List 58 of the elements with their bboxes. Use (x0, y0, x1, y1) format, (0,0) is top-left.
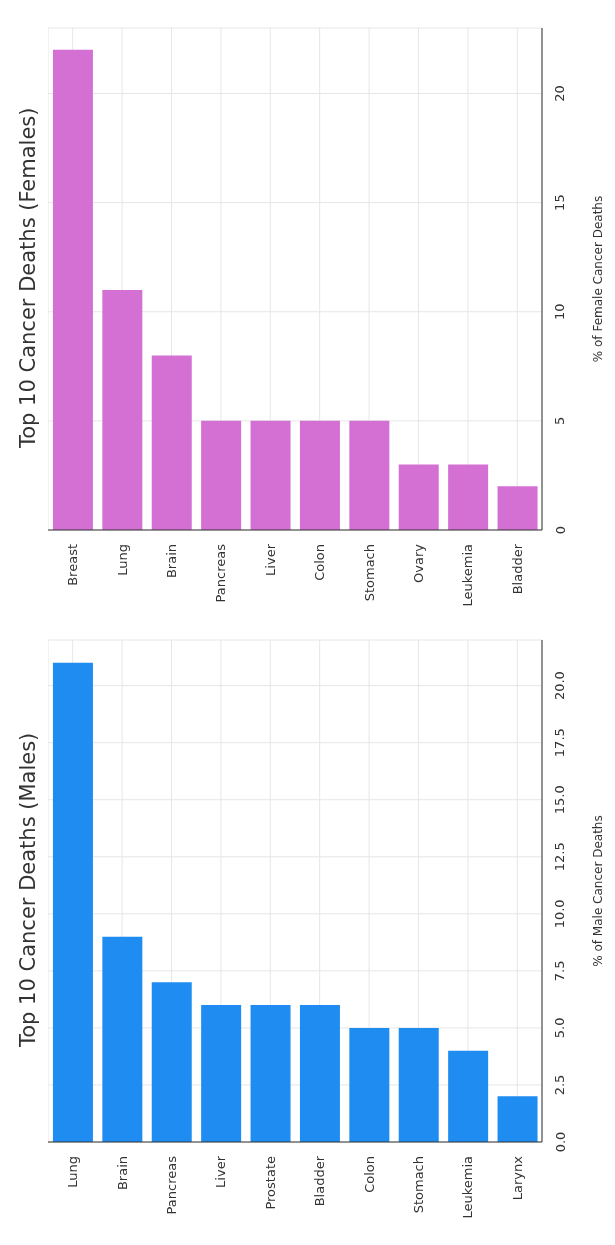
x-tick-label: Prostate (262, 1156, 278, 1210)
x-tick-label: Liver (213, 1155, 229, 1188)
y-tick-label: 7.5 (552, 960, 568, 982)
y-tick-label: 20 (552, 85, 568, 102)
bar (398, 464, 439, 530)
y-tick-label: 5 (552, 416, 568, 426)
bar (201, 1005, 242, 1142)
y-tick-label: 15 (552, 194, 568, 211)
bar (349, 1027, 390, 1142)
bar (497, 1096, 538, 1142)
x-tick-label: Brain (114, 1156, 130, 1191)
x-tick-label: Ovary (411, 543, 426, 583)
y-tick-label: 17.5 (552, 728, 568, 758)
y-axis-title: % of Male Cancer Deaths (591, 815, 606, 967)
y-tick-label: 12.5 (552, 842, 568, 872)
y-tick-label: 0.0 (552, 1131, 568, 1153)
x-tick-label: Liver (262, 543, 278, 576)
bar (299, 1005, 340, 1142)
x-tick-label: Pancreas (213, 543, 229, 603)
bar (52, 662, 93, 1142)
y-tick-label: 5.0 (552, 1017, 568, 1039)
bar (448, 1050, 489, 1142)
bar (102, 289, 143, 530)
x-tick-label: Colon (312, 544, 328, 581)
x-tick-label: Bladder (312, 1155, 328, 1207)
bar (349, 420, 390, 530)
x-tick-label: Pancreas (164, 1155, 179, 1215)
y-axis-title: % of Female Cancer Deaths (591, 195, 606, 363)
y-tick-label: 10 (552, 303, 568, 321)
x-tick-label: Lung (114, 544, 130, 576)
y-tick-label: 15.0 (552, 785, 568, 815)
bar (52, 49, 93, 530)
y-tick-label: 0 (552, 525, 568, 535)
x-tick-label: Colon (361, 1156, 377, 1193)
x-tick-label: Bladder (509, 543, 525, 595)
bar (448, 464, 489, 530)
x-tick-label: Larynx (509, 1155, 525, 1201)
x-tick-label: Brain (164, 544, 179, 579)
bar (201, 420, 242, 530)
bar (151, 355, 192, 530)
y-tick-label: 10.0 (552, 899, 568, 929)
bar (398, 1027, 439, 1142)
y-tick-label: 2.5 (552, 1074, 568, 1096)
bar (151, 982, 192, 1142)
bar (299, 420, 340, 530)
bar (250, 1005, 291, 1142)
text: Top 10 Cancer Deaths (Males) (16, 731, 40, 1050)
text: Top 10 Cancer Deaths (Females) (16, 106, 40, 451)
x-tick-label: Stomach (411, 1156, 426, 1214)
x-tick-label: Leukemia (460, 1156, 476, 1219)
bar (250, 420, 291, 530)
y-tick-label: 20.0 (552, 671, 568, 701)
x-tick-label: Breast (65, 544, 81, 586)
bar (102, 936, 143, 1142)
x-tick-label: Leukemia (460, 544, 476, 607)
bar (497, 486, 538, 530)
x-tick-label: Stomach (361, 544, 377, 602)
x-tick-label: Lung (65, 1156, 81, 1188)
